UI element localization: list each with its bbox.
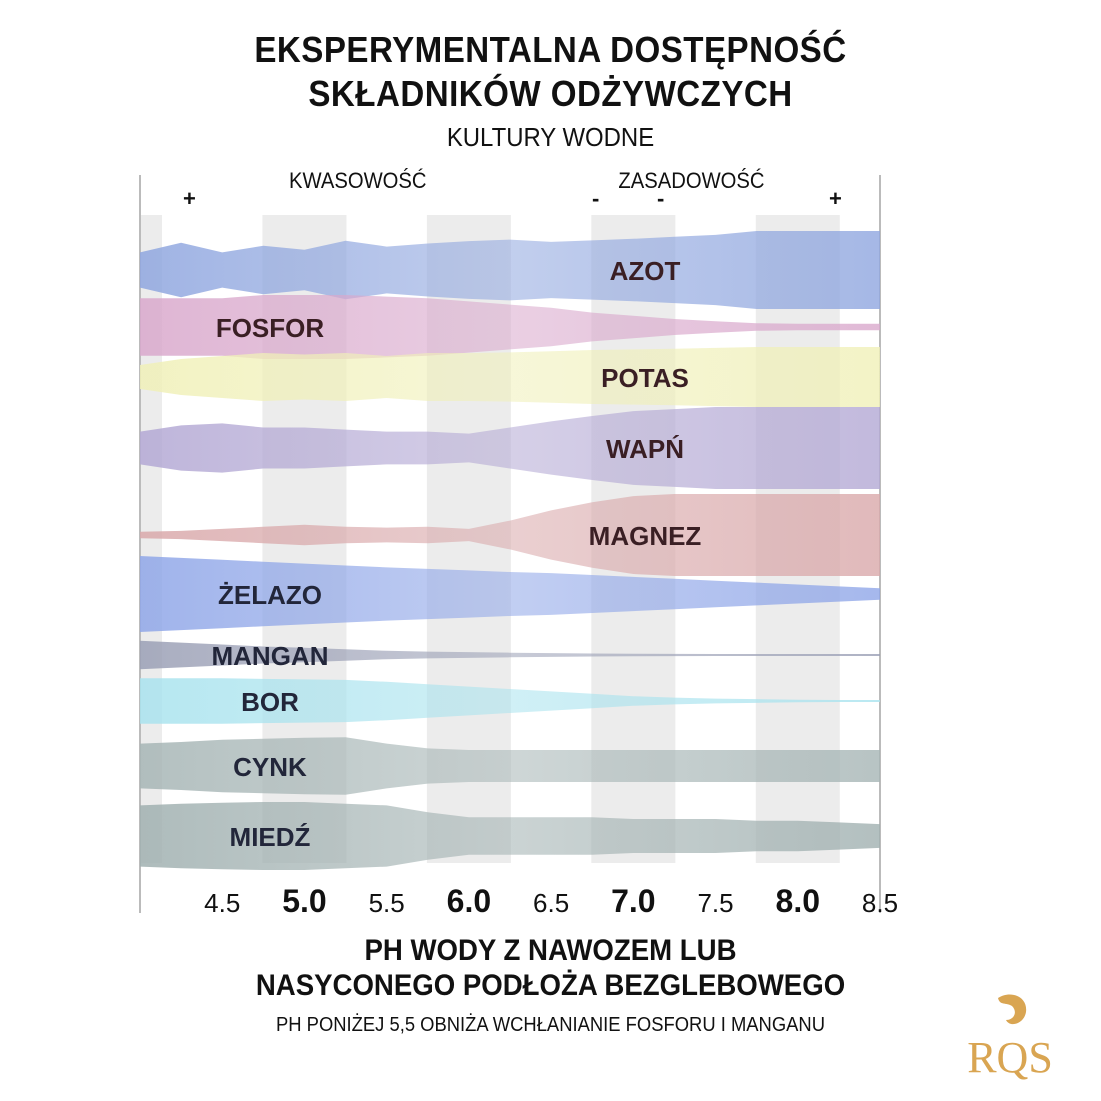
x-tick-8.5: 8.5 [862, 888, 898, 918]
label-potas: POTAS [601, 363, 689, 393]
band-magnez [140, 494, 880, 576]
x-tick-7.0: 7.0 [611, 883, 655, 919]
acidity-plus-sign: + [183, 186, 196, 211]
nutrient-availability-chart: AZOT FOSFOR POTAS WAPŃ MAGNEZ ŻELAZO MANGAN BOR… [139, 175, 898, 919]
band-fosfor [140, 295, 880, 359]
label-bor: BOR [241, 687, 299, 717]
band-potas [140, 347, 880, 407]
nutrient-labels: AZOT FOSFOR POTAS WAPŃ MAGNEZ ŻELAZO MANGAN BOR… [212, 256, 702, 852]
band-azot [140, 231, 880, 309]
alkalinity-minus-sign: - [657, 186, 665, 211]
x-tick-5.5: 5.5 [369, 888, 405, 918]
chart-title-line2: SKŁADNIKÓW ODŻYWCZYCH [308, 73, 793, 114]
label-magnez: MAGNEZ [589, 521, 702, 551]
rqs-logo: RQS [967, 994, 1053, 1082]
x-axis-label-line2: NASYCONEGO PODŁOŻA BEZGLEBOWEGO [255, 969, 846, 1002]
band-miedź [140, 802, 880, 870]
label-wapń: WAPŃ [606, 434, 684, 464]
label-mangan: MANGAN [212, 641, 329, 671]
label-cynk: CYNK [233, 752, 307, 782]
alkalinity-label: ZASADOWOŚĆ [618, 168, 765, 193]
band-żelazo [140, 556, 880, 632]
band-wapń [140, 407, 880, 489]
x-axis-ticks: 4.5 5.0 5.5 6.0 6.5 7.0 7.5 8.0 8.5 [204, 883, 898, 919]
acidity-minus-sign: - [592, 186, 600, 211]
band-cynk [140, 737, 880, 795]
x-tick-5.0: 5.0 [282, 883, 326, 919]
nutrient-bands [140, 231, 880, 870]
label-azot: AZOT [610, 256, 681, 286]
label-żelazo: ŻELAZO [218, 580, 322, 610]
label-miedź: MIEDŹ [230, 822, 311, 852]
alkalinity-plus-sign: + [829, 186, 842, 211]
chart-footnote: PH PONIŻEJ 5,5 OBNIŻA WCHŁANIANIE FOSFOR… [275, 1014, 826, 1036]
x-tick-8.0: 8.0 [776, 883, 820, 919]
x-tick-6.5: 6.5 [533, 888, 569, 918]
logo-text: RQS [967, 1033, 1053, 1082]
x-axis-label-line1: PH WODY Z NAWOZEM LUB [364, 934, 737, 967]
lion-mark-icon [998, 994, 1027, 1025]
chart-title-line1: EKSPERYMENTALNA DOSTĘPNOŚĆ [254, 29, 847, 70]
acidity-label: KWASOWOŚĆ [288, 168, 427, 193]
x-tick-7.5: 7.5 [697, 888, 733, 918]
band-mangan [140, 640, 880, 670]
x-tick-6.0: 6.0 [447, 883, 491, 919]
band-bor [140, 678, 880, 724]
label-fosfor: FOSFOR [216, 313, 325, 343]
x-tick-4.5: 4.5 [204, 888, 240, 918]
chart-subtitle: KULTURY WODNE [446, 122, 655, 152]
